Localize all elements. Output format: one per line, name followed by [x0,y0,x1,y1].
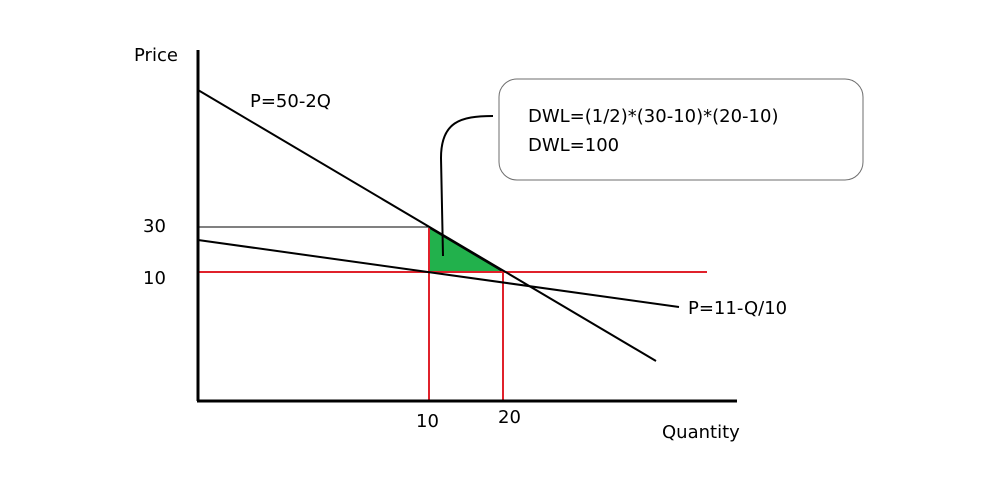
y-tick-30: 30 [143,216,166,237]
x-tick-10: 10 [416,411,439,432]
callout-pointer-line [439,115,494,257]
y-tick-10: 10 [143,268,166,289]
x-axis-label: Quantity [662,422,740,443]
dwl-value-text: DWL=100 [528,135,619,156]
mc-curve-label: P=11-Q/10 [688,298,787,319]
demand-curve-label: P=50-2Q [250,91,331,112]
dwl-triangle [428,227,505,273]
mc-curve [197,239,680,308]
dwl-formula-text: DWL=(1/2)*(30-10)*(20-10) [528,106,778,127]
dwl-callout-box [498,78,864,181]
demand-curve [197,89,657,362]
x-tick-20: 20 [498,407,521,428]
y-axis-label: Price [134,45,178,66]
